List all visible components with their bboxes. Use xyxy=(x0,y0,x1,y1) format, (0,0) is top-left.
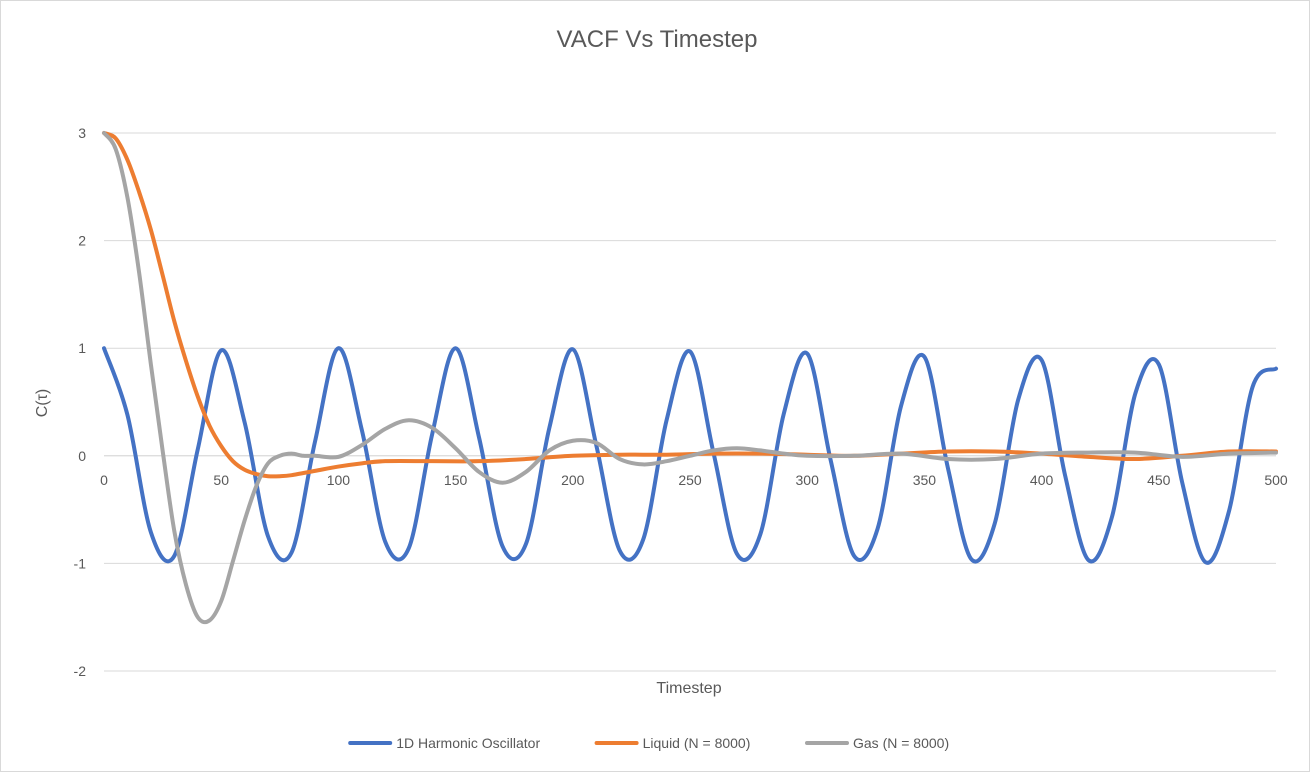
series-lines xyxy=(102,131,1278,625)
chart-title: VACF Vs Timestep xyxy=(557,26,758,53)
legend-item: Liquid (N = 8000) xyxy=(594,735,751,751)
y-tick-label: -2 xyxy=(74,663,87,679)
y-tick-label: 1 xyxy=(78,340,86,356)
series-line-liquid-n-8000 xyxy=(102,131,1278,479)
gridlines xyxy=(104,132,1276,672)
y-tick-label: -1 xyxy=(74,555,87,571)
x-tick-label: 400 xyxy=(1030,472,1054,488)
x-tick-label: 50 xyxy=(213,472,229,488)
legend-item: 1D Harmonic Oscillator xyxy=(348,735,540,751)
legend: 1D Harmonic Oscillator Liquid (N = 8000) G… xyxy=(348,735,949,751)
legend-item: Gas (N = 8000) xyxy=(805,735,949,751)
x-tick-label: 250 xyxy=(678,472,702,488)
series-line-gas-n-8000 xyxy=(102,131,1278,625)
y-axis-ticks: 3 2 1 0 -1 -2 xyxy=(74,125,87,679)
legend-label: Gas (N = 8000) xyxy=(853,735,949,751)
x-tick-label: 200 xyxy=(561,472,585,488)
x-tick-label: 100 xyxy=(327,472,351,488)
y-tick-label: 3 xyxy=(78,125,86,141)
series-line-1d-harmonic-oscillator xyxy=(102,346,1278,565)
legend-label: Liquid (N = 8000) xyxy=(643,735,751,751)
y-axis-label: C(τ) xyxy=(34,389,51,418)
x-tick-label: 300 xyxy=(796,472,820,488)
x-tick-label: 150 xyxy=(444,472,468,488)
x-tick-label: 0 xyxy=(100,472,108,488)
x-tick-label: 350 xyxy=(913,472,937,488)
x-tick-label: 500 xyxy=(1264,472,1288,488)
x-axis-ticks: 0 50 100 150 200 250 300 350 400 450 500 xyxy=(100,472,1288,488)
x-axis-label: Timestep xyxy=(656,680,721,697)
legend-label: 1D Harmonic Oscillator xyxy=(396,735,540,751)
x-tick-label: 450 xyxy=(1147,472,1171,488)
y-tick-label: 2 xyxy=(78,233,86,249)
y-tick-label: 0 xyxy=(78,448,86,464)
